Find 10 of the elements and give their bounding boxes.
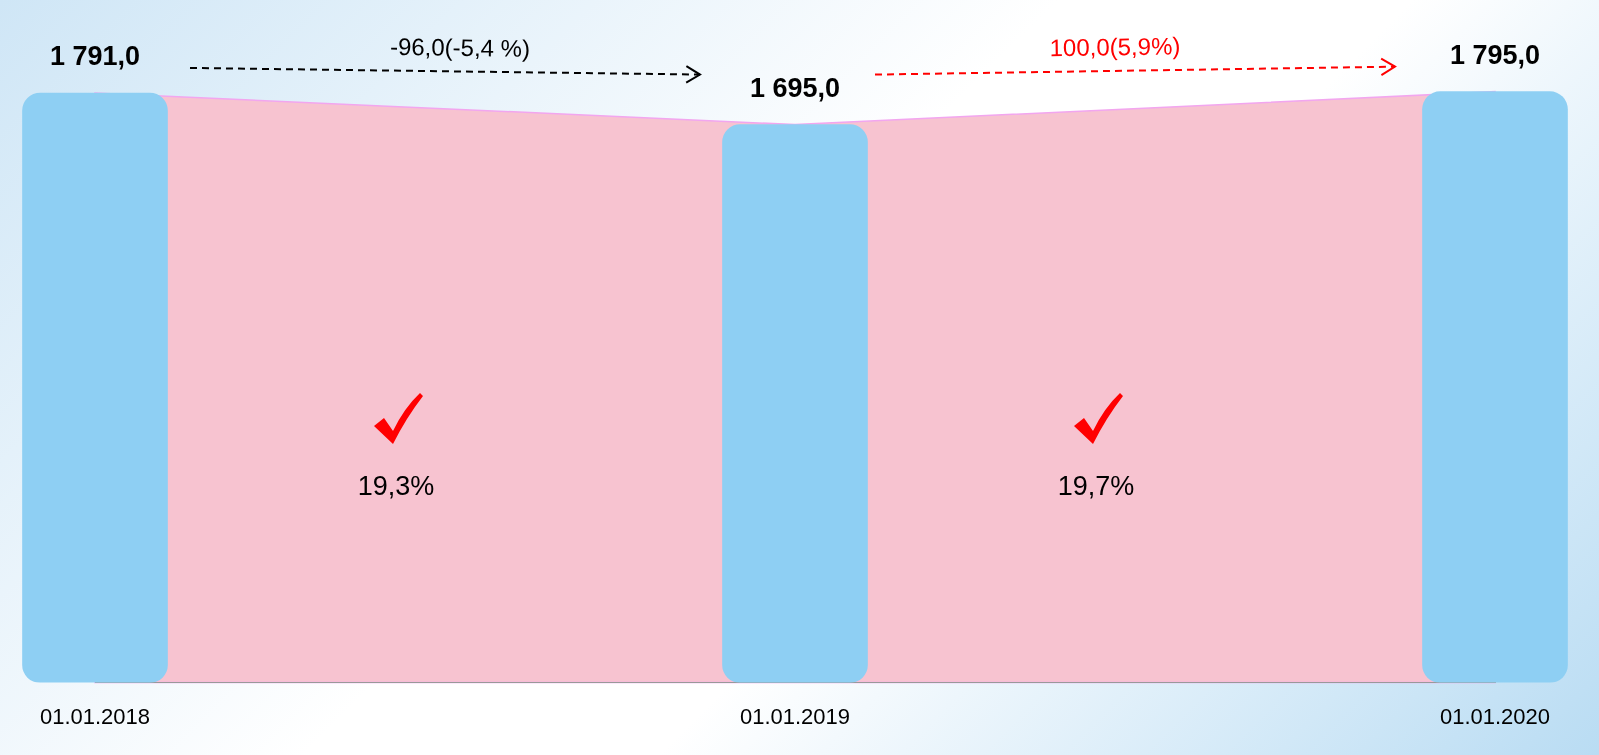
data-label: 1 795,0 — [1449, 39, 1541, 70]
x-tick-label: 01.01.2020 — [1439, 703, 1551, 729]
data-label: 1 695,0 — [749, 72, 841, 103]
text: -96,0(-5,4 %) — [389, 32, 531, 62]
x-tick-label: 01.01.2019 — [739, 703, 851, 729]
annotation: 19,7% — [1057, 471, 1135, 502]
annotation: 19,3% — [357, 471, 435, 502]
x-tick-label: 01.01.2018 — [39, 703, 151, 729]
data-label: 1 791,0 — [49, 40, 141, 71]
text: 100,0(5,9%) — [1049, 32, 1181, 62]
